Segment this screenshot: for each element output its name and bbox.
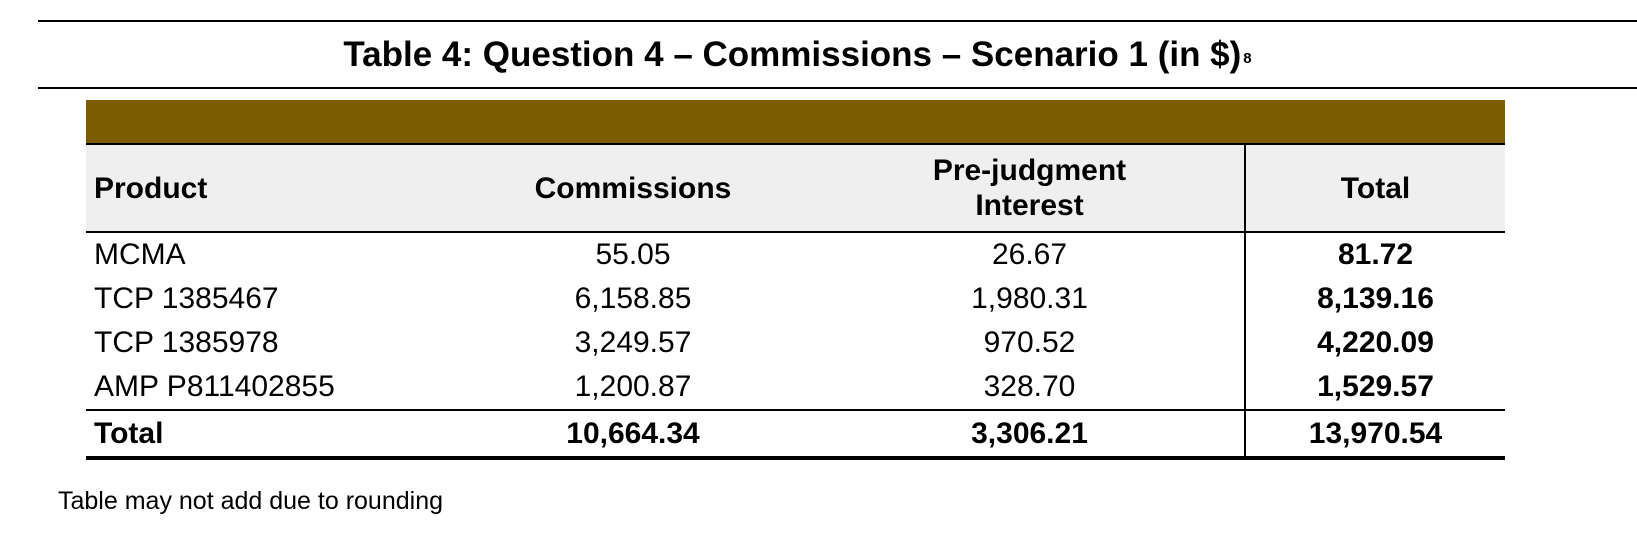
- cell-commissions: 55.05: [595, 238, 671, 271]
- cell-product: TCP 1385978: [94, 326, 279, 359]
- cell-commissions: 1,200.87: [574, 370, 692, 403]
- header-color-band: [86, 100, 1505, 143]
- header-product: Product: [86, 145, 451, 233]
- top-rule: [38, 20, 1637, 22]
- header-total: Total: [1244, 145, 1505, 233]
- table-title: Table 4: Question 4 – Commissions – Scen…: [38, 34, 1557, 80]
- header-prejudgment-line2: Interest: [975, 189, 1084, 222]
- total-label: Total: [86, 409, 451, 460]
- footnote-marker: 8: [1243, 50, 1252, 67]
- cell-product: TCP 1385467: [94, 282, 279, 315]
- cell-prejudgment: 970.52: [983, 326, 1076, 359]
- cell-product: MCMA: [94, 238, 186, 271]
- cell-total: 4,220.09: [1244, 321, 1505, 365]
- header-commissions: Commissions: [451, 145, 815, 233]
- cell-commissions: 3,249.57: [574, 326, 692, 359]
- grand-total: 13,970.54: [1244, 409, 1505, 460]
- title-bottom-rule: [38, 87, 1637, 89]
- rounding-note: Table may not add due to rounding: [58, 487, 443, 515]
- cell-product: AMP P811402855: [94, 370, 335, 403]
- table-row: MCMA 55.05 26.67 81.72: [86, 232, 1505, 277]
- total-commissions: 10,664.34: [451, 409, 815, 460]
- band-bottom-rule: [86, 143, 1505, 145]
- table-row: TCP 1385467 6,158.85 1,980.31 8,139.16: [86, 277, 1505, 321]
- cell-prejudgment: 26.67: [991, 238, 1068, 271]
- header-row: Product Commissions Pre-judgment Interest…: [86, 145, 1505, 233]
- table-title-text: Table 4: Question 4 – Commissions – Scen…: [343, 35, 1242, 74]
- header-prejudgment-line1: Pre-judgment: [932, 154, 1127, 187]
- total-prejudgment: 3,306.21: [815, 409, 1245, 460]
- table-row: TCP 1385978 3,249.57 970.52 4,220.09: [86, 321, 1505, 365]
- cell-commissions: 6,158.85: [574, 282, 692, 315]
- cell-prejudgment: 1,980.31: [971, 282, 1088, 315]
- total-row: Total 10,664.34 3,306.21 13,970.54: [86, 409, 1505, 460]
- commissions-table: Product Commissions Pre-judgment Interest…: [86, 145, 1505, 460]
- header-prejudgment-interest: Pre-judgment Interest: [815, 145, 1245, 233]
- cell-prejudgment: 328.70: [983, 370, 1076, 403]
- cell-total: 81.72: [1244, 232, 1505, 277]
- table-row: AMP P811402855 1,200.87 328.70 1,529.57: [86, 365, 1505, 410]
- cell-total: 8,139.16: [1244, 277, 1505, 321]
- cell-total: 1,529.57: [1244, 365, 1505, 410]
